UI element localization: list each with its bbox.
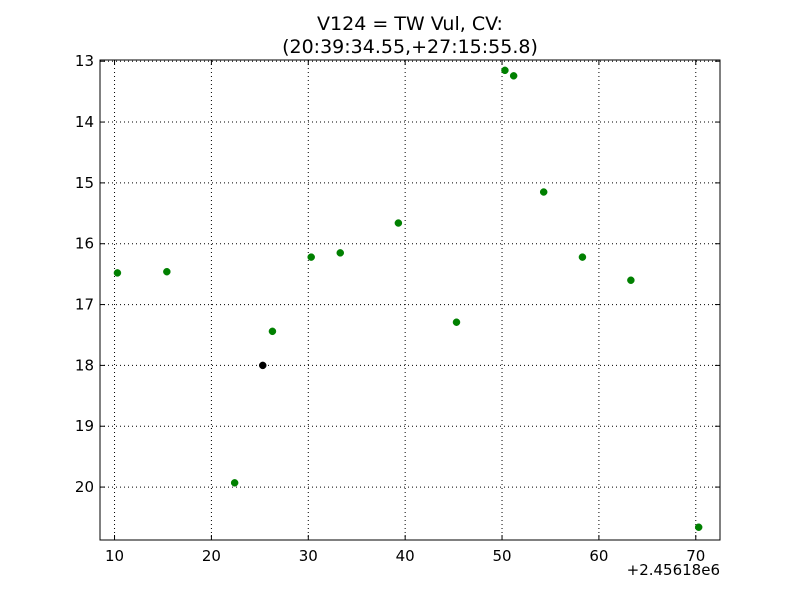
data-point-s0-7 [452,318,461,326]
data-point-s0-4 [307,253,315,261]
y-tick-label-5: 18 [75,356,94,374]
data-point-s0-3 [268,327,277,336]
chart-subtitle: (20:39:34.55,+27:15:55.8) [282,36,538,58]
data-point-s0-6 [394,219,403,227]
data-point-s0-9 [509,72,518,80]
data-point-s0-0 [113,269,122,277]
grid-lines [100,60,720,540]
x-axis-offset-label: +2.45618e6 [627,561,720,579]
x-tick-label-6: 70 [686,547,705,565]
x-tick-label-1: 20 [202,547,221,565]
data-point-s0-2 [230,479,239,487]
axis-ticks [100,60,720,540]
x-tick-label-4: 50 [492,547,511,565]
data-point-s0-8 [501,66,509,75]
data-point-s0-13 [694,523,703,531]
x-tick-label-5: 60 [589,547,608,565]
x-tick-label-2: 30 [299,547,318,565]
chart-title: V124 = TW Vul, CV: [317,13,503,35]
y-tick-label-2: 15 [75,174,94,192]
data-point-s1-0 [259,361,267,370]
data-point-s0-12 [627,276,635,284]
y-tick-label-4: 17 [75,296,94,314]
x-tick-label-0: 10 [105,547,124,565]
data-point-s0-1 [163,267,171,276]
x-tick-label-3: 40 [396,547,415,565]
data-points [113,66,703,531]
y-tick-label-7: 20 [75,478,94,496]
tick-labels: 10 20 30 40 50 60 70 13 14 15 16 17 18 19 20 [75,52,705,565]
y-tick-label-6: 19 [75,417,94,435]
y-tick-label-3: 16 [75,235,94,253]
data-point-s0-5 [336,249,344,257]
plot-axes [99,59,721,541]
data-point-s0-10 [539,188,548,196]
plot-frame [99,59,721,541]
y-tick-label-0: 13 [75,52,94,70]
y-tick-label-1: 14 [75,113,94,131]
data-point-s0-11 [578,253,587,261]
